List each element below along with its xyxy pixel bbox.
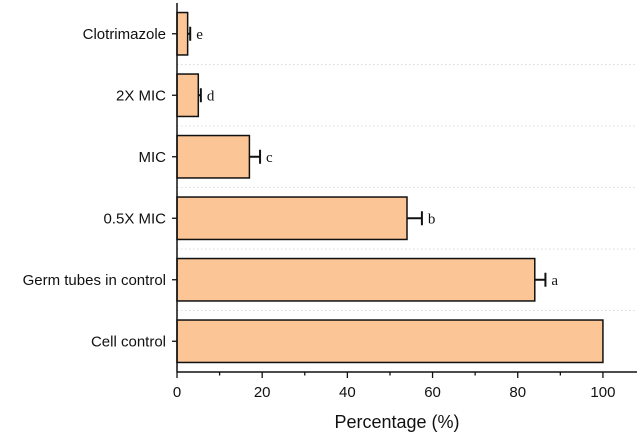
x-tick-label: 0 [173,384,181,401]
category-label: Clotrimazole [83,26,166,43]
bar [176,196,408,241]
significance-letter: e [196,27,203,43]
category-label: 2X MIC [116,87,166,104]
category-label: 0.5X MIC [103,210,166,227]
x-tick-label: 20 [254,384,271,401]
x-tick-label: 40 [339,384,356,401]
category-label: Germ tubes in control [23,272,166,289]
gridlines [177,64,637,311]
significance-letter: a [551,273,558,289]
category-labels: Clotrimazole 2X MIC MIC 0.5X MIC Germ tubes … [23,26,167,351]
x-tick-label: 100 [590,384,615,401]
category-label: Cell control [91,333,166,350]
bar [176,319,604,364]
x-tick-label: 60 [424,384,441,401]
bar [176,257,536,302]
significance-letter: d [207,88,215,104]
bars: e d c b a [176,11,604,364]
category-label: MIC [139,149,167,166]
significance-letter: c [266,150,273,166]
bar [176,11,189,56]
axes: 0 20 40 60 80 100 [172,3,637,401]
significance-letter: b [428,211,436,227]
x-axis-title: Percentage (%) [334,412,459,432]
bar [176,134,251,179]
x-tick-label: 80 [509,384,526,401]
bar [176,73,200,118]
